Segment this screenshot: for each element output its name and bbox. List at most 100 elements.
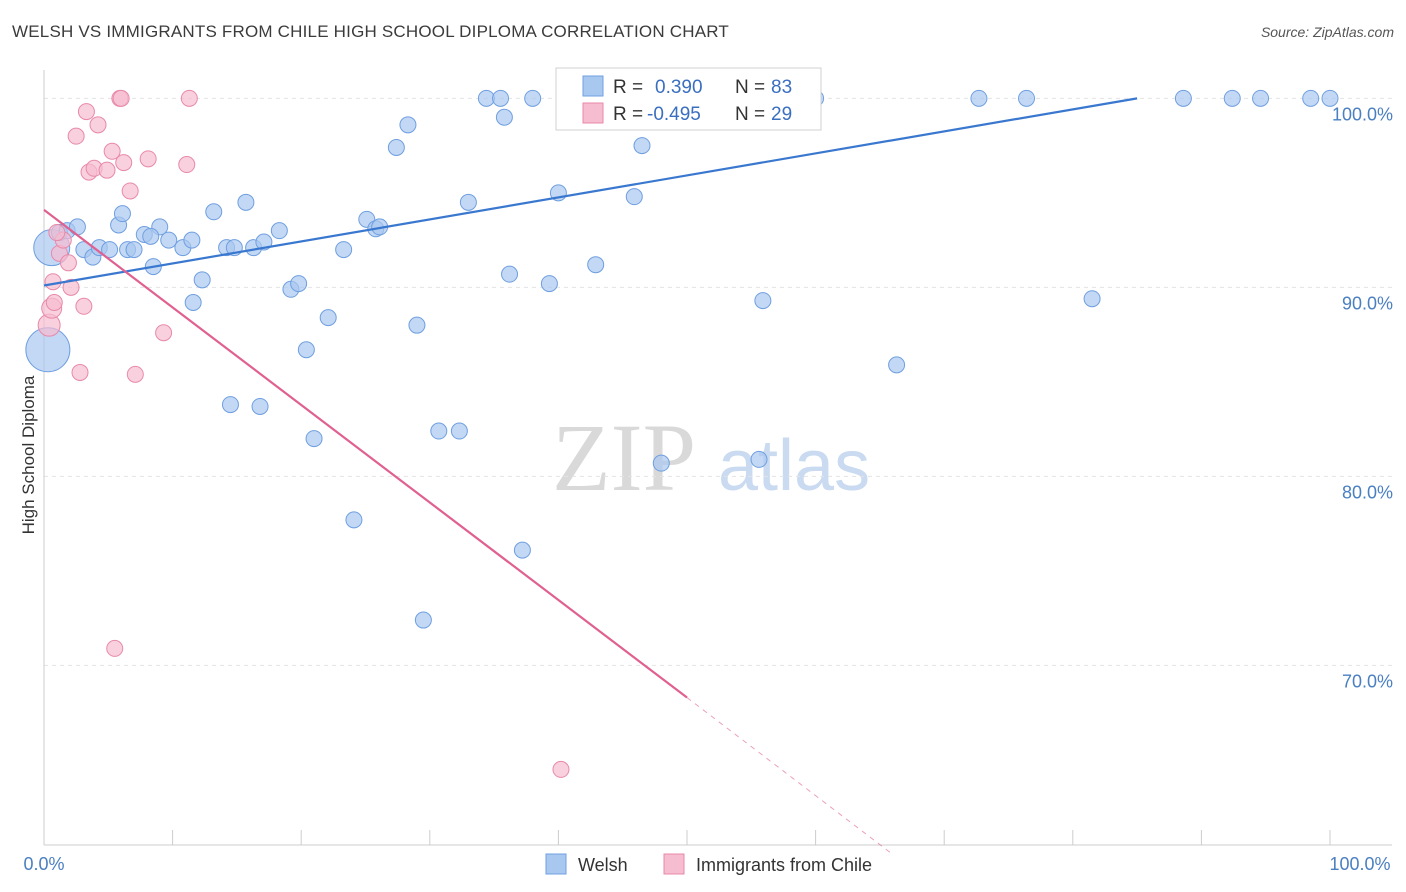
- point-chile-7: [62, 278, 80, 296]
- point-welsh-70: [754, 292, 772, 310]
- legend-r-label-welsh: R =: [613, 77, 643, 98]
- point-welsh-60: [625, 188, 643, 206]
- y-axis-title: High School Diploma: [19, 375, 38, 534]
- series-legend: Welsh Immigrants from Chile: [545, 853, 872, 875]
- point-welsh-74: [888, 356, 906, 374]
- point-chile-28: [44, 273, 62, 291]
- y-tick-label-0: 100.0%: [1332, 104, 1393, 124]
- point-welsh-50: [495, 108, 513, 126]
- point-welsh-32: [305, 430, 323, 448]
- point-chile-11: [75, 297, 93, 315]
- point-welsh-12: [113, 205, 131, 223]
- point-welsh-27: [255, 233, 273, 251]
- point-welsh-20: [193, 271, 211, 289]
- trend-lines: [43, 97, 1138, 855]
- point-welsh-4: [68, 218, 86, 236]
- point-chile-14: [89, 116, 107, 134]
- point-welsh-44: [414, 611, 432, 629]
- point-welsh-8: [101, 241, 119, 259]
- point-welsh-11: [125, 241, 143, 259]
- bottom-legend-swatch-chile: [663, 853, 685, 875]
- point-welsh-21: [205, 203, 223, 221]
- legend-n-label-chile: N =: [735, 104, 765, 125]
- point-chile-21: [121, 182, 139, 200]
- trend-line-welsh: [43, 97, 1138, 287]
- point-welsh-16: [160, 231, 178, 249]
- bottom-legend-label-chile: Immigrants from Chile: [696, 855, 872, 875]
- legend-n-value-welsh: 83: [771, 77, 792, 98]
- point-welsh-37: [345, 511, 363, 529]
- y-tick-labels: 100.0% 90.0% 80.0% 70.0%: [1332, 104, 1393, 691]
- point-welsh-79: [1223, 89, 1241, 107]
- point-welsh-30: [290, 275, 308, 293]
- point-welsh-76: [1018, 89, 1036, 107]
- point-welsh-51: [501, 265, 519, 283]
- point-chile-6: [48, 224, 66, 242]
- point-welsh-41: [387, 139, 405, 156]
- trend-line-chile-extension: [686, 697, 894, 855]
- point-welsh-26: [237, 193, 255, 211]
- point-welsh-77: [1083, 290, 1101, 308]
- point-welsh-47: [459, 193, 477, 211]
- point-welsh-78: [1174, 89, 1192, 107]
- x-ticks: [43, 830, 1331, 845]
- point-chile-15: [98, 161, 116, 179]
- point-welsh-52: [524, 89, 542, 107]
- bottom-legend-label-welsh: Welsh: [578, 855, 628, 875]
- point-chile-16: [103, 142, 121, 160]
- point-chile-25: [178, 156, 196, 174]
- legend-r-label-chile: R =: [613, 104, 643, 125]
- point-chile-10: [77, 103, 95, 121]
- point-welsh-35: [251, 397, 269, 415]
- point-chile-5: [59, 254, 77, 272]
- point-chile-17: [106, 639, 124, 657]
- point-welsh-80: [1252, 89, 1270, 107]
- point-welsh-45: [430, 422, 448, 440]
- point-welsh-64: [652, 454, 670, 472]
- point-welsh-28: [270, 222, 288, 240]
- chart-title: WELSH VS IMMIGRANTS FROM CHILE HIGH SCHO…: [12, 22, 729, 41]
- point-welsh-17: [142, 227, 160, 245]
- point-chile-19: [112, 89, 130, 107]
- point-welsh-46: [450, 422, 468, 440]
- legend-swatch-welsh: [582, 75, 604, 97]
- x-tick-label-max: 100.0%: [1329, 854, 1390, 874]
- stats-legend: R = 0.390 N = 83 R = -0.495 N = 29: [555, 67, 822, 131]
- point-welsh-57: [587, 256, 605, 274]
- point-chile-22: [126, 365, 144, 383]
- point-chile-24: [155, 324, 173, 342]
- watermark-atlas: atlas: [718, 426, 870, 506]
- point-chile-9: [71, 363, 89, 381]
- watermark: ZIP atlas: [552, 404, 870, 511]
- legend-n-value-chile: 29: [771, 104, 792, 125]
- series-chile-points: [37, 89, 570, 778]
- point-chile-2: [45, 294, 63, 311]
- bottom-legend-swatch-welsh: [545, 853, 567, 875]
- point-welsh-71: [750, 450, 768, 468]
- series-welsh-points: [25, 89, 1339, 629]
- point-welsh-49: [492, 89, 510, 107]
- point-welsh-61: [633, 137, 651, 155]
- x-tick-label-min: 0.0%: [23, 854, 64, 874]
- point-welsh-43: [408, 316, 426, 334]
- point-chile-23: [139, 150, 157, 168]
- point-chile-26: [180, 89, 198, 107]
- point-welsh-19: [184, 294, 202, 311]
- y-tick-label-2: 80.0%: [1342, 482, 1393, 502]
- legend-swatch-chile: [582, 102, 604, 124]
- watermark-zip: ZIP: [552, 404, 696, 511]
- chart-source: Source: ZipAtlas.com: [1260, 24, 1394, 40]
- point-chile-20: [115, 154, 133, 172]
- point-welsh-33: [319, 309, 337, 327]
- legend-r-value-chile: -0.495: [647, 104, 701, 125]
- point-welsh-48: [477, 89, 495, 107]
- gridlines: [44, 97, 1392, 666]
- point-welsh-53: [513, 541, 531, 559]
- point-chile-8: [67, 127, 85, 145]
- legend-n-label-welsh: N =: [735, 77, 765, 98]
- trend-line-chile: [43, 209, 688, 699]
- point-welsh-82: [1321, 89, 1339, 107]
- point-welsh-24: [183, 231, 201, 249]
- legend-r-value-welsh: 0.390: [655, 77, 703, 98]
